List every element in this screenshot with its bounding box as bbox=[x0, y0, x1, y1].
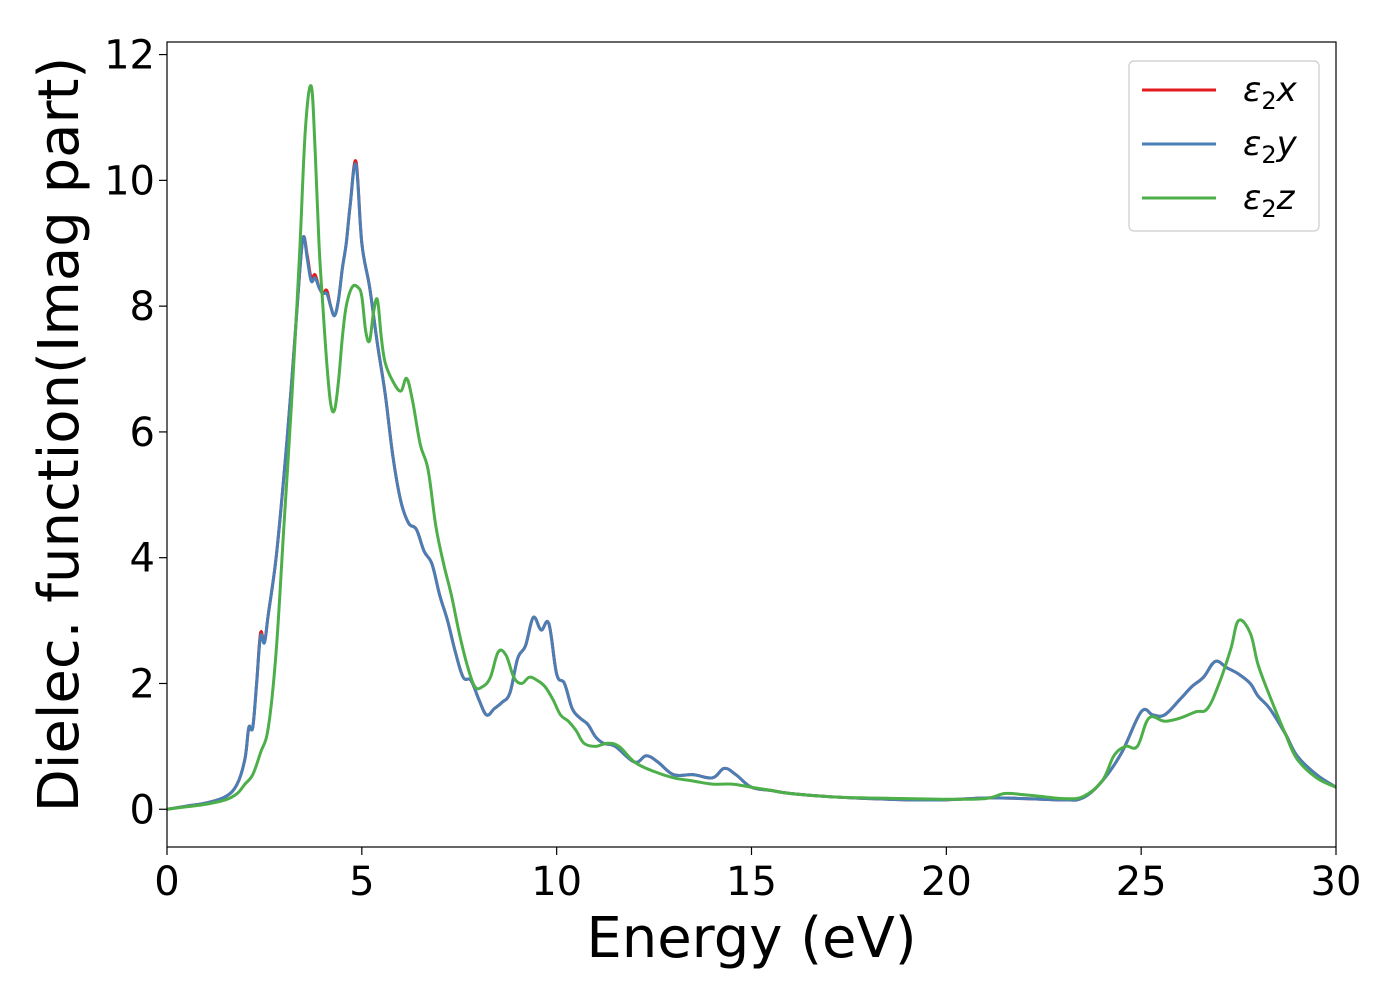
x-tick-label: 20 bbox=[921, 859, 972, 905]
x-tick-label: 30 bbox=[1311, 859, 1362, 905]
x-tick-label: 15 bbox=[726, 859, 777, 905]
x-axis-ticks: 0 5 10 15 20 25 30 bbox=[154, 847, 1361, 905]
legend-label-x: ε2x bbox=[1243, 70, 1298, 115]
y-tick-label: 4 bbox=[130, 536, 155, 582]
x-axis-label: Energy (eV) bbox=[586, 906, 916, 971]
legend: ε2x ε2y ε2z bbox=[1128, 60, 1320, 232]
x-tick-label: 5 bbox=[349, 859, 374, 905]
x-tick-label: 10 bbox=[531, 859, 582, 905]
y-tick-label: 8 bbox=[130, 284, 155, 330]
series-layer bbox=[167, 84, 1336, 811]
y-tick-label: 0 bbox=[130, 787, 155, 833]
y-tick-label: 12 bbox=[104, 33, 155, 79]
y-axis-label: Dielec. function(Imag part) bbox=[27, 57, 92, 813]
series-line-z bbox=[167, 84, 1336, 811]
x-tick-label: 25 bbox=[1116, 859, 1167, 905]
series-line-y bbox=[167, 162, 1336, 811]
x-tick-label: 0 bbox=[154, 859, 179, 905]
y-tick-label: 10 bbox=[104, 158, 155, 204]
legend-label-y: ε2y bbox=[1243, 124, 1298, 169]
y-axis-ticks: 0 2 4 6 8 10 12 bbox=[104, 33, 167, 833]
y-tick-label: 6 bbox=[130, 410, 155, 456]
legend-box bbox=[1128, 60, 1320, 232]
y-tick-label: 2 bbox=[130, 661, 155, 707]
legend-label-z: ε2z bbox=[1243, 178, 1296, 223]
